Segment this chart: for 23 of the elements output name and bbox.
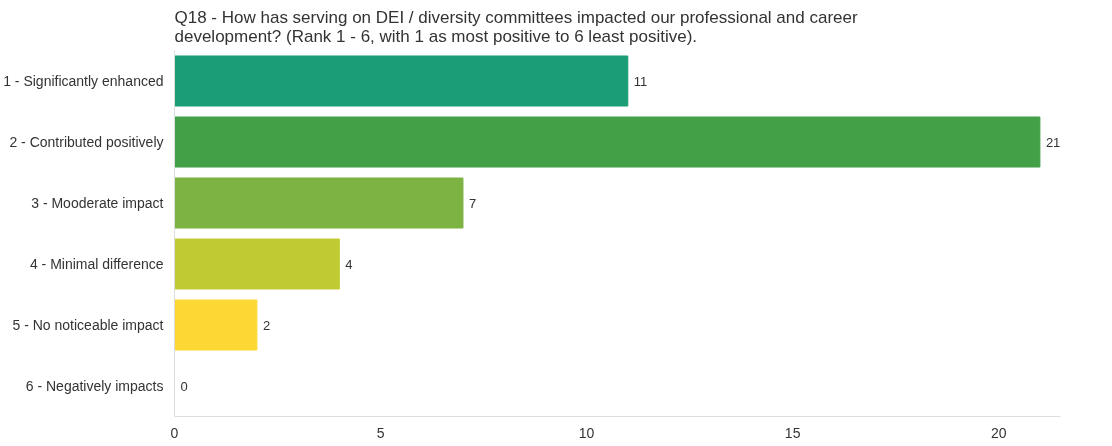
data-label: 11: [633, 73, 648, 89]
x-tick-label: 20: [990, 424, 1007, 441]
bar: [174, 238, 340, 290]
data-label: 4: [345, 256, 353, 272]
data-label: 2: [262, 317, 271, 333]
x-tick-label: 5: [376, 424, 385, 441]
bar: [174, 55, 629, 107]
chart-title: Q18 - How has serving on DEI / diversity committees impacted our professional and career development? (Rank 1 - 6, with 1 as most positive to 6 least positive).: [174, 7, 858, 46]
x-tick-label: 10: [578, 424, 595, 441]
y-tick-label: 2 - Contributed positively: [9, 134, 164, 150]
bar: [174, 299, 258, 351]
data-label: 0: [180, 378, 188, 394]
y-tick-label: 1 - Significantly enhanced: [3, 73, 164, 89]
data-label: 7: [468, 195, 477, 211]
y-tick-label: 3 - Mooderate impact: [31, 195, 164, 211]
x-tick-label: 0: [170, 424, 179, 441]
x-tick-label: 15: [784, 424, 801, 441]
y-tick-label: 4 - Minimal difference: [29, 256, 164, 272]
y-tick-label: 6 - Negatively impacts: [25, 378, 164, 394]
data-label: 21: [1045, 134, 1061, 150]
bar: [174, 116, 1041, 168]
bar: [174, 177, 464, 229]
y-tick-label: 5 - No noticeable impact: [12, 317, 164, 333]
